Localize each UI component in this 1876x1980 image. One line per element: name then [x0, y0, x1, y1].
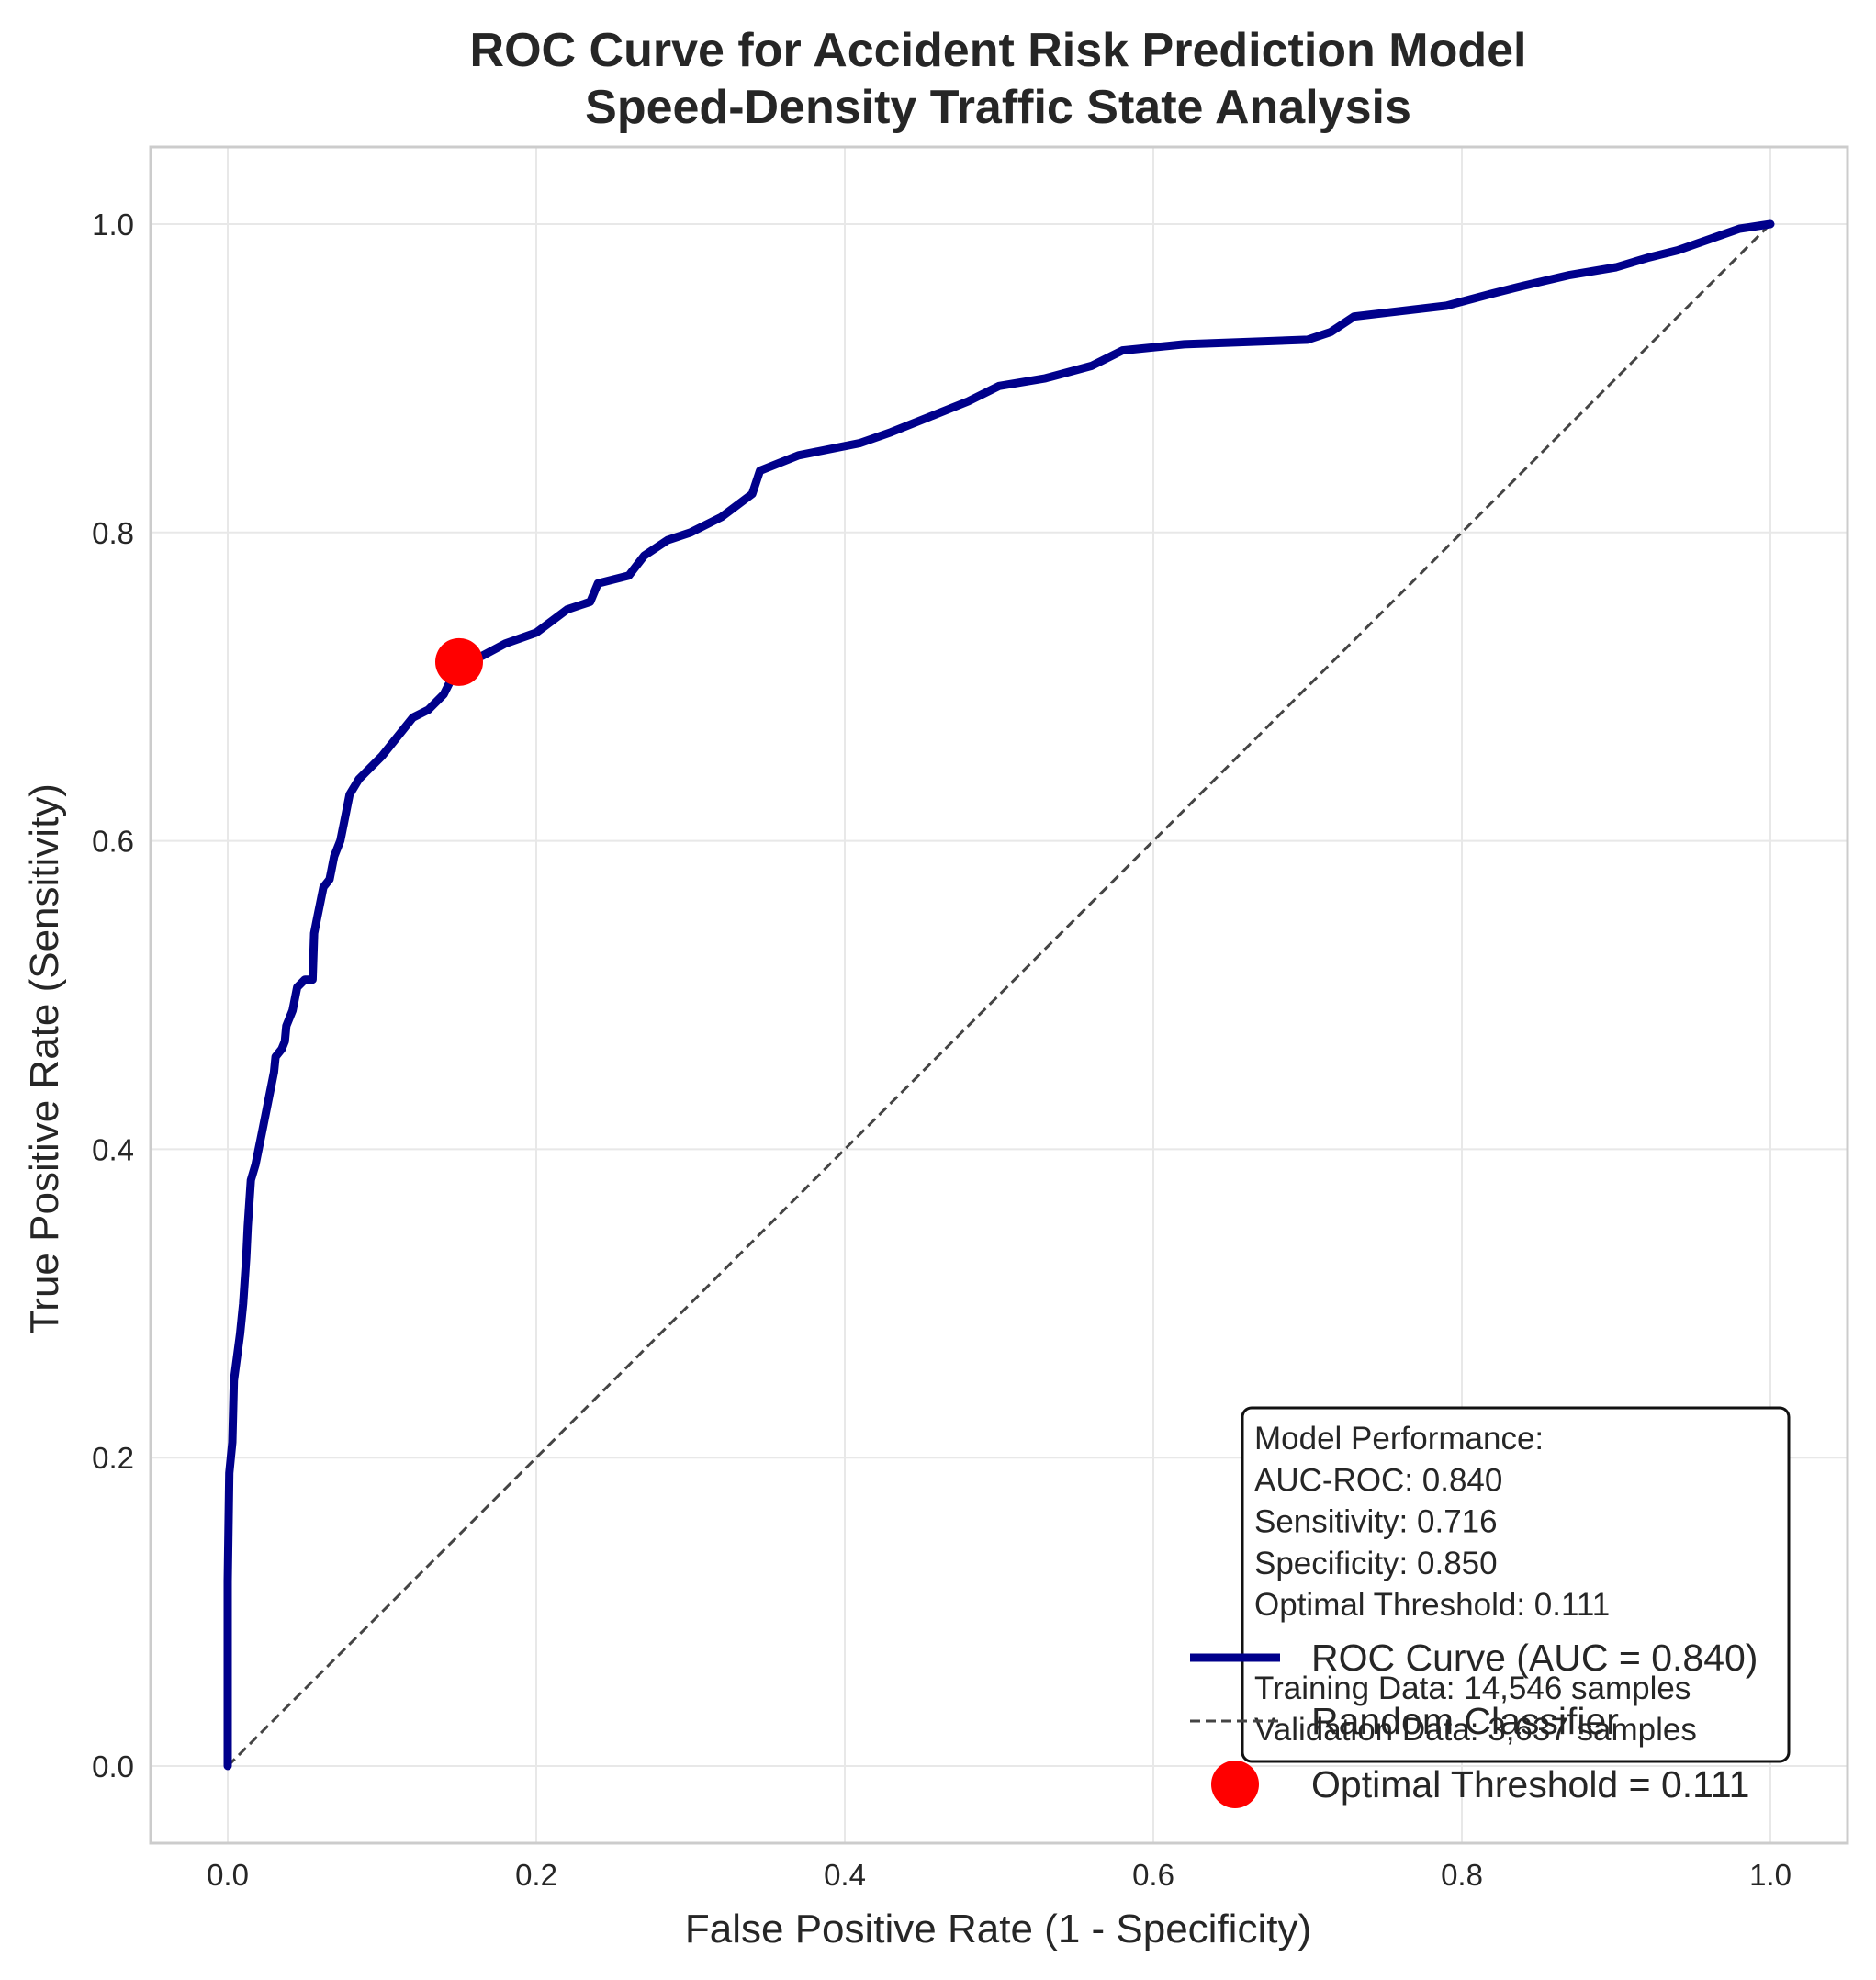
x-tick-label: 0.6	[1132, 1858, 1174, 1892]
legend-swatch-optimal	[1211, 1761, 1259, 1808]
x-tick-label: 0.4	[824, 1858, 866, 1892]
plot-frame	[149, 145, 1849, 1845]
plot-border	[149, 145, 1849, 1845]
random-classifier-line	[226, 222, 1772, 1768]
stats-box-line: Specificity: 0.850	[1254, 1546, 1498, 1581]
stats-box-frame	[1241, 1406, 1791, 1763]
y-tick-labels: 0.0 0.2 0.4 0.6 0.8 1.0	[92, 208, 134, 1783]
stats-box-line: Model Performance:	[1254, 1421, 1544, 1457]
roc-curve-series	[223, 219, 1775, 1771]
legend: ROC Curve (AUC = 0.840) Random Classifier…	[1190, 1637, 1758, 1808]
x-tick-label: 1.0	[1749, 1858, 1792, 1892]
stats-box-line: Sensitivity: 0.716	[1254, 1504, 1498, 1540]
legend-label: Random Classifier	[1311, 1700, 1619, 1742]
x-tick-label: 0.0	[207, 1858, 249, 1892]
legend-label: ROC Curve (AUC = 0.840)	[1311, 1637, 1758, 1679]
y-tick-label: 1.0	[92, 208, 134, 242]
stats-box-line: Validation Data: 3,637 samples	[1254, 1712, 1697, 1748]
optimal-threshold-series	[435, 637, 483, 686]
stats-box-line: AUC-ROC: 0.840	[1254, 1462, 1502, 1498]
y-tick-label: 0.8	[92, 516, 134, 550]
y-axis-label: True Positive Rate (Sensitivity)	[22, 783, 67, 1334]
x-axis-label: False Positive Rate (1 - Specificity)	[685, 1907, 1311, 1952]
x-tick-labels: 0.0 0.2 0.4 0.6 0.8 1.0	[207, 1858, 1792, 1892]
chart-title-line-1: ROC Curve for Accident Risk Prediction M…	[470, 24, 1527, 77]
legend-label: Optimal Threshold = 0.111	[1311, 1763, 1749, 1806]
chart-title: ROC Curve for Accident Risk Prediction M…	[470, 24, 1527, 134]
y-tick-label: 0.4	[92, 1132, 134, 1166]
y-tick-label: 0.0	[92, 1749, 134, 1783]
stats-box-line: Training Data: 14,546 samples	[1254, 1671, 1691, 1706]
optimal-threshold-point	[435, 637, 483, 686]
chart-title-line-2: Speed-Density Traffic State Analysis	[585, 81, 1411, 134]
y-tick-label: 0.6	[92, 825, 134, 859]
y-tick-label: 0.2	[92, 1441, 134, 1475]
x-tick-label: 0.8	[1441, 1858, 1483, 1892]
x-tick-label: 0.2	[515, 1858, 557, 1892]
random-classifier-series	[226, 222, 1772, 1768]
stats-box-line: Optimal Threshold: 0.111	[1254, 1587, 1610, 1623]
roc-curve-line	[223, 219, 1775, 1771]
stats-box: Model Performance: AUC-ROC: 0.840 Sensitiv…	[1241, 1406, 1791, 1763]
